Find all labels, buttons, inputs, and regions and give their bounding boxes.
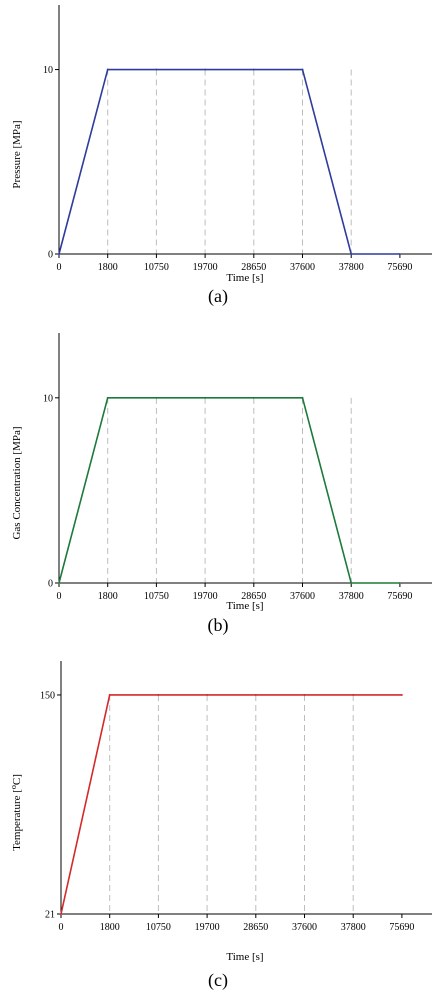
y-tick-label: 0: [48, 579, 53, 590]
series-line: [58, 68, 400, 255]
series-line: [58, 397, 400, 584]
data-point: [350, 253, 353, 255]
x-tick-label: 0: [57, 591, 62, 602]
data-point: [58, 253, 60, 255]
data-point: [155, 396, 158, 399]
data-point: [60, 913, 62, 915]
x-tick-label: 28650: [241, 262, 266, 273]
panel-caption: (c): [208, 970, 228, 991]
panel-caption: (b): [208, 615, 229, 636]
x-tick-label: 10750: [146, 922, 171, 933]
x-tick-label: 19700: [193, 591, 218, 602]
data-point: [58, 582, 60, 584]
data-point: [204, 68, 207, 71]
x-tick-label: 37800: [341, 922, 366, 933]
x-tick-label: 37600: [290, 262, 315, 273]
panel-caption: (a): [208, 286, 228, 307]
x-axis-label: Time [s]: [226, 272, 263, 284]
x-tick-label: 19700: [195, 922, 220, 933]
x-tick-label: 37600: [290, 591, 315, 602]
data-point: [399, 253, 401, 255]
x-tick-label: 28650: [243, 922, 268, 933]
data-point: [401, 694, 403, 696]
x-tick-label: 37800: [339, 262, 364, 273]
y-tick-label: 0: [48, 250, 53, 261]
data-point: [301, 396, 304, 399]
data-point: [106, 68, 109, 71]
chart-panel: 0 10 0 1800 10750 19700 28650 37600 37800 75690 Ti…: [11, 333, 432, 636]
x-tick-label: 1800: [98, 262, 118, 273]
x-tick-label: 28650: [241, 591, 266, 602]
x-tick-label: 75690: [387, 591, 412, 602]
data-point: [204, 396, 207, 399]
y-tick-label: 150: [40, 690, 55, 701]
data-point: [108, 694, 111, 696]
x-tick-label: 19700: [193, 262, 218, 273]
data-point: [206, 694, 209, 696]
x-tick-label: 1800: [98, 591, 118, 602]
data-point: [157, 694, 160, 696]
data-point: [252, 68, 255, 71]
x-tick-label: 0: [59, 922, 64, 933]
x-tick-label: 37600: [292, 922, 317, 933]
y-tick-label: 10: [43, 393, 53, 404]
data-point: [155, 68, 158, 71]
x-tick-label: 10750: [144, 262, 169, 273]
y-tick-label: 10: [43, 65, 53, 76]
data-point: [301, 68, 304, 71]
y-axis-label: Pressure [MPa]: [11, 120, 23, 188]
y-axis-label: Gas Concentration [MPa]: [11, 426, 23, 539]
x-tick-label: 75690: [387, 262, 412, 273]
x-axis-label: Time [s]: [226, 951, 263, 963]
data-point: [399, 582, 401, 584]
x-tick-label: 1800: [100, 922, 120, 933]
y-axis-label: Temperature [oC]: [9, 774, 24, 851]
data-point: [352, 694, 355, 696]
series-line: [60, 694, 402, 915]
data-point: [252, 396, 255, 399]
x-tick-label: 37800: [339, 591, 364, 602]
x-tick-label: 75690: [389, 922, 414, 933]
x-tick-label: 0: [57, 262, 62, 273]
x-tick-label: 10750: [144, 591, 169, 602]
chart-panel: 21 150 0 1800 10750 19700 28650 37600 37800 75690…: [9, 661, 432, 991]
chart-panel: 0 10 0 1800 10750 19700 28650 37600 37800 75690 Ti…: [11, 5, 432, 307]
data-point: [303, 694, 306, 696]
data-point: [350, 582, 353, 584]
data-point: [106, 396, 109, 399]
x-axis-label: Time [s]: [226, 600, 263, 612]
y-tick-label: 21: [45, 910, 55, 921]
data-point: [254, 694, 257, 696]
